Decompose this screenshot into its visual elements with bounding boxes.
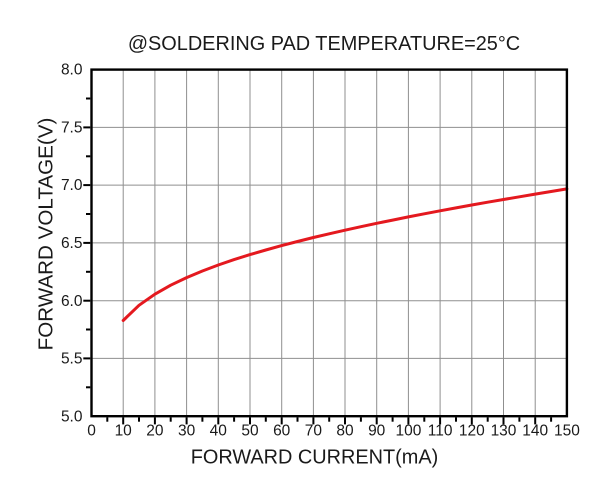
svg-text:5.0: 5.0 bbox=[61, 408, 83, 425]
svg-text:90: 90 bbox=[368, 423, 386, 440]
svg-text:30: 30 bbox=[178, 423, 196, 440]
svg-text:100: 100 bbox=[395, 423, 421, 440]
svg-text:FORWARD VOLTAGE(V): FORWARD VOLTAGE(V) bbox=[34, 118, 57, 351]
svg-text:10: 10 bbox=[115, 423, 133, 440]
svg-text:80: 80 bbox=[336, 423, 354, 440]
svg-text:50: 50 bbox=[241, 423, 259, 440]
svg-text:130: 130 bbox=[491, 423, 517, 440]
svg-text:6.0: 6.0 bbox=[61, 293, 83, 310]
svg-text:5.5: 5.5 bbox=[61, 351, 83, 368]
svg-text:40: 40 bbox=[210, 423, 228, 440]
svg-text:60: 60 bbox=[273, 423, 291, 440]
svg-text:0: 0 bbox=[87, 423, 96, 440]
svg-text:140: 140 bbox=[522, 423, 548, 440]
svg-text:FORWARD CURRENT(mA): FORWARD CURRENT(mA) bbox=[191, 447, 439, 469]
svg-text:7.0: 7.0 bbox=[61, 177, 83, 194]
svg-text:120: 120 bbox=[459, 423, 485, 440]
svg-text:@SOLDERING PAD TEMPERATURE=25°: @SOLDERING PAD TEMPERATURE=25°C bbox=[128, 33, 520, 55]
svg-text:20: 20 bbox=[146, 423, 164, 440]
svg-text:6.5: 6.5 bbox=[61, 235, 83, 252]
svg-text:7.5: 7.5 bbox=[61, 120, 83, 137]
svg-text:110: 110 bbox=[428, 423, 453, 440]
svg-text:70: 70 bbox=[305, 423, 323, 440]
svg-text:150: 150 bbox=[554, 423, 580, 440]
svg-text:8.0: 8.0 bbox=[61, 62, 83, 79]
